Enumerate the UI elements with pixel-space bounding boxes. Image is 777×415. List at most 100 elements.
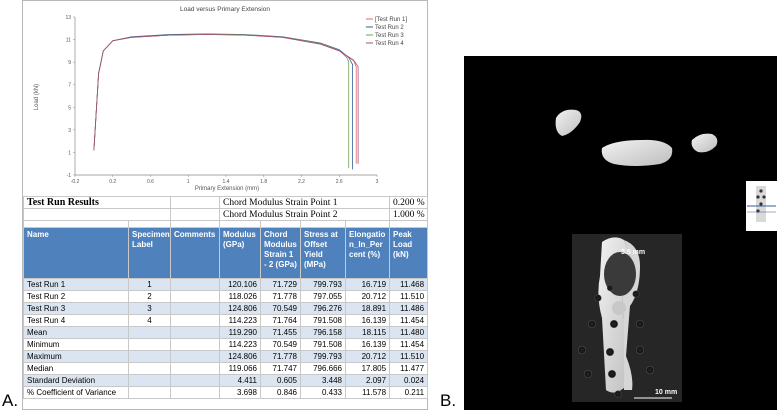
table-cell: 70.549: [260, 338, 301, 351]
table-cell: [128, 386, 171, 399]
chart-title: Load versus Primary Extension: [180, 6, 270, 13]
summary-label-1: Chord Modulus Strain Point 1: [218, 196, 391, 209]
chart-legend: [Test Run 1] Test Run 2 Test Run 3 Test Run…: [366, 17, 407, 47]
table-cell: 4: [128, 314, 171, 327]
table-cell: % Coefficient of Variance: [23, 386, 129, 399]
header-cell-5: Stress at Offset Yield (MPa): [300, 227, 346, 279]
table-cell: 119.290: [219, 326, 261, 339]
table-cell: 20.712: [344, 290, 391, 303]
summary-value-2: 1.000 %: [389, 208, 429, 221]
table-cell: Maximum: [23, 350, 129, 363]
table-cell: 11.454: [389, 338, 429, 351]
table-row: Maximum 124.806 71.778 799.793 20.712 11.510: [23, 350, 429, 363]
y-tick-label: -1: [67, 173, 72, 179]
summary-title: Test Run Results: [23, 196, 171, 209]
table-cell: [128, 374, 171, 387]
table-cell: 0.846: [260, 386, 301, 399]
table-cell: [170, 278, 220, 291]
table-cell: 2: [128, 290, 171, 303]
header-cell-0: Name: [23, 227, 129, 279]
panel-a: Load versus Primary Extension -0.2 0.2 0.6…: [22, 0, 429, 410]
table-cell: 3: [128, 302, 171, 315]
table-cell: 16.139: [344, 338, 391, 351]
table-row: Test Run 1 1 120.106 71.729 799.793 16.719 11.…: [23, 278, 429, 291]
table-cell: Minimum: [23, 338, 129, 351]
header-cell-6: Elongatio n_In_Per cent (%): [344, 227, 391, 279]
series-line-4: [93, 34, 359, 164]
panel-b-ct-image: 3.5 mm 10 mm: [464, 56, 777, 410]
y-tick-label: 13: [65, 15, 71, 21]
thumbnail-inset: [746, 181, 777, 231]
table-cell: 18.115: [344, 326, 391, 339]
x-tick-label: 0.6: [147, 179, 154, 185]
x-tick-label: 1.8: [260, 179, 267, 185]
table-header-row: Name Specimen Label Comments Modulus (GPa) C…: [23, 227, 429, 279]
table-cell: [170, 374, 220, 387]
table-cell: [170, 338, 220, 351]
table-cell: [170, 302, 220, 315]
table-cell: 3.448: [300, 374, 346, 387]
header-cell-3: Modulus (GPa): [219, 227, 261, 279]
header-cell-4: Chord Modulus Strain 1 - 2 (GPa): [260, 227, 301, 279]
x-tick-label: 2.2: [298, 179, 305, 185]
table-cell: 71.455: [260, 326, 301, 339]
x-tick-label: 1: [187, 179, 190, 185]
panel-a-letter: A.: [2, 391, 19, 410]
table-cell: 0.024: [389, 374, 429, 387]
longitudinal-section: [572, 234, 682, 402]
x-tick-label: -0.2: [71, 179, 80, 185]
table-cell: [128, 362, 171, 375]
table-cell: 791.508: [300, 314, 346, 327]
table-cell: 71.764: [260, 314, 301, 327]
table-cell: Test Run 1: [23, 278, 129, 291]
header-cell-2: Comments: [170, 227, 220, 279]
cross-section-center: [601, 139, 673, 166]
table-row: Test Run 3 3 124.806 70.549 796.276 18.891 11.…: [23, 302, 429, 315]
table-cell: 124.806: [219, 302, 261, 315]
series-lines: [93, 33, 359, 170]
cross-section-left: [555, 109, 582, 136]
table-cell: 2.097: [344, 374, 391, 387]
header-cell-1: Specimen Label: [128, 227, 171, 279]
ct-scan-svg: [555, 109, 777, 402]
table-cell: 797.055: [300, 290, 346, 303]
results-table: Test Run Results Chord Modulus Strain Po…: [23, 196, 429, 399]
table-cell: 796.158: [300, 326, 346, 339]
table-cell: Test Run 4: [23, 314, 129, 327]
table-cell: [170, 350, 220, 363]
table-cell: 11.477: [389, 362, 429, 375]
table-cell: 11.510: [389, 350, 429, 363]
table-cell: [128, 350, 171, 363]
table-cell: 796.666: [300, 362, 346, 375]
table-cell: [128, 338, 171, 351]
chart-svg: Load versus Primary Extension -0.2 0.2 0.6…: [34, 6, 407, 192]
summary-value-1: 0.200 %: [389, 196, 429, 209]
x-tick-label: 0.2: [109, 179, 116, 185]
table-cell: [170, 290, 220, 303]
x-axis-label: Primary Extension (mm): [195, 186, 259, 192]
y-tick-label: 3: [68, 128, 71, 134]
table-cell: 71.778: [260, 290, 301, 303]
table-cell: 114.223: [219, 338, 261, 351]
y-tick-label: 1: [68, 150, 71, 156]
table-cell: 16.139: [344, 314, 391, 327]
legend-label: Test Run 2: [375, 25, 404, 31]
spacer-row: [23, 220, 429, 228]
table-cell: 20.712: [344, 350, 391, 363]
series-line-1: [93, 34, 357, 164]
table-row: Test Run 4 4 114.223 71.764 791.508 16.139 11.…: [23, 314, 429, 327]
table-cell: 119.066: [219, 362, 261, 375]
table-cell: [170, 314, 220, 327]
table-cell: 71.778: [260, 350, 301, 363]
table-cell: 11.468: [389, 278, 429, 291]
table-row: Test Run 2 2 118.026 71.778 797.055 20.712 11.…: [23, 290, 429, 303]
x-ticks: -0.2 0.2 0.6 1 1.4 1.8 2.2 2.6 3: [71, 175, 379, 185]
table-cell: 11.486: [389, 302, 429, 315]
table-cell: 796.276: [300, 302, 346, 315]
x-tick-label: 3: [376, 179, 379, 185]
table-cell: 11.510: [389, 290, 429, 303]
table-cell: 799.793: [300, 278, 346, 291]
table-cell: 0.605: [260, 374, 301, 387]
scale-label-bottom: 10 mm: [655, 389, 678, 396]
